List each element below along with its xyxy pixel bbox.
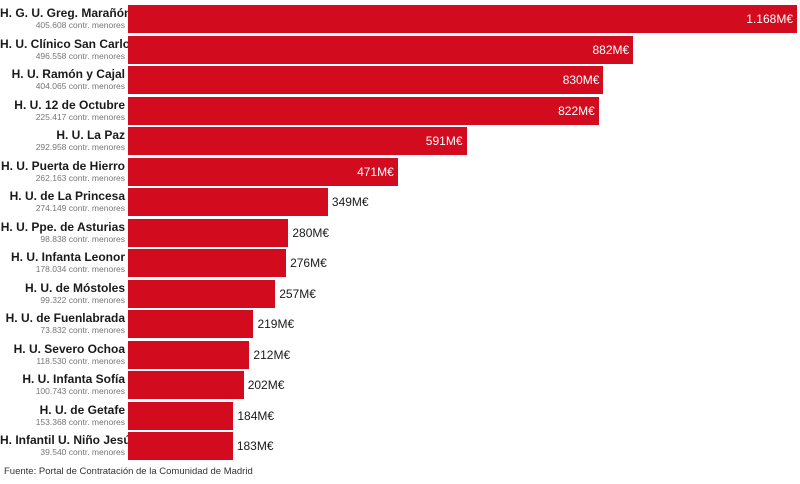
- hospital-name: H. U. Infanta Leonor: [11, 250, 125, 264]
- hospital-name: H. U. Ppe. de Asturias: [0, 219, 125, 234]
- minor-contracts-count: 274.149 contr. menores: [35, 203, 125, 213]
- value-label: 830M€: [562, 73, 600, 87]
- value-label: 280M€: [292, 225, 330, 240]
- value-label: 183M€: [236, 439, 274, 453]
- row-label: H. U. de Getafe 153.368 contr. menores: [0, 403, 125, 428]
- minor-contracts-count: 99.322 contr. menores: [40, 294, 125, 305]
- hospital-name: H. U. La Paz: [56, 128, 125, 142]
- hospital-name: H. U. de Móstoles: [24, 280, 125, 295]
- bar: [128, 371, 244, 399]
- row-label: H. U. Infanta Leonor 178.034 contr. menor…: [0, 250, 125, 275]
- value-label: 202M€: [247, 378, 285, 392]
- value-label: 257M€: [279, 286, 316, 301]
- bar: [128, 35, 634, 64]
- value-label: 471M€: [357, 164, 394, 179]
- bar: [128, 188, 328, 216]
- value-label: 219M€: [257, 317, 295, 331]
- bar: [128, 279, 276, 308]
- bar: [128, 5, 797, 33]
- value-label: 1.168M€: [746, 12, 793, 26]
- row-label: H. U. Infanta Sofía 100.743 contr. menore…: [0, 372, 125, 397]
- minor-contracts-count: 153.368 contr. menores: [35, 416, 125, 427]
- row-label: H. U. Ppe. de Asturias 98.838 contr. meno…: [0, 220, 125, 245]
- bar: [128, 157, 398, 186]
- row-label: H. Infantil U. Niño Jesús 39.540 contr. m…: [0, 433, 138, 458]
- hospital-name: H. U. Infanta Sofía: [22, 372, 125, 386]
- bar: [128, 310, 254, 338]
- row-label: H. G. U. Greg. Marañón 405.608 contr. men…: [0, 6, 132, 31]
- row-label: H. U. La Paz 292.958 contr. menores: [0, 128, 125, 153]
- bar: [128, 66, 604, 94]
- hospital-name: H. U. Severo Ochoa: [13, 341, 125, 356]
- minor-contracts-count: 39.540 contr. menores: [40, 447, 125, 457]
- minor-contracts-count: 118.530 contr. menores: [36, 355, 125, 366]
- hospital-name: H. U. Ramón y Cajal: [11, 67, 125, 81]
- hospital-name: H. U. Puerta de Hierro: [0, 158, 125, 173]
- row-label: H. U. Clínico San Carlos 496.558 contr. m…: [0, 36, 137, 62]
- hospital-spending-bar-chart: H. G. U. Greg. Marañón 405.608 contr. men…: [0, 5, 797, 460]
- bar: [128, 249, 287, 277]
- minor-contracts-count: 98.838 contr. menores: [40, 233, 125, 244]
- row-label: H. U. Puerta de Hierro 262.163 contr. men…: [0, 159, 125, 184]
- value-label: 822M€: [558, 103, 595, 118]
- minor-contracts-count: 225.417 contr. menores: [35, 111, 125, 122]
- row-label: H. U. Ramón y Cajal 404.065 contr. menore…: [0, 67, 125, 92]
- value-label: 882M€: [592, 42, 630, 57]
- bar: [128, 432, 233, 460]
- value-label: 184M€: [237, 408, 275, 423]
- minor-contracts-count: 404.065 contr. menores: [35, 81, 125, 91]
- hospital-name: H. U. de Fuenlabrada: [5, 311, 125, 325]
- hospital-name: H. U. de Getafe: [39, 402, 125, 417]
- bar: [128, 218, 289, 247]
- minor-contracts-count: 496.558 contr. menores: [35, 50, 125, 61]
- bar: [128, 96, 599, 125]
- minor-contracts-count: 100.743 contr. menores: [35, 386, 125, 396]
- value-label: 276M€: [290, 256, 327, 270]
- hospital-name: H. Infantil U. Niño Jesús: [0, 433, 138, 447]
- row-label: H. U. de La Princesa 274.149 contr. menor…: [0, 189, 125, 214]
- minor-contracts-count: 73.832 contr. menores: [40, 325, 125, 335]
- minor-contracts-count: 262.163 contr. menores: [35, 172, 125, 183]
- value-label: 212M€: [253, 347, 291, 362]
- chart-source: Fuente: Portal de Contratación de la Com…: [4, 466, 253, 477]
- row-label: H. U. Severo Ochoa 118.530 contr. menores: [0, 342, 125, 367]
- row-label: H. U. de Móstoles 99.322 contr. menores: [0, 281, 125, 306]
- minor-contracts-count: 178.034 contr. menores: [35, 264, 125, 274]
- minor-contracts-count: 405.608 contr. menores: [35, 20, 125, 30]
- value-label: 591M€: [425, 134, 463, 148]
- row-label: H. U. de Fuenlabrada 73.832 contr. menore…: [0, 311, 125, 336]
- row-label: H. U. 12 de Octubre 225.417 contr. menore…: [0, 98, 125, 123]
- minor-contracts-count: 292.958 contr. menores: [35, 142, 125, 152]
- hospital-name: H. U. Clínico San Carlos: [0, 36, 137, 51]
- bar: [128, 340, 250, 369]
- hospital-name: H. G. U. Greg. Marañón: [0, 6, 132, 20]
- bar: [128, 401, 234, 430]
- value-label: 349M€: [331, 195, 369, 209]
- hospital-name: H. U. de La Princesa: [9, 189, 125, 203]
- hospital-name: H. U. 12 de Octubre: [14, 97, 125, 112]
- bar: [128, 127, 467, 155]
